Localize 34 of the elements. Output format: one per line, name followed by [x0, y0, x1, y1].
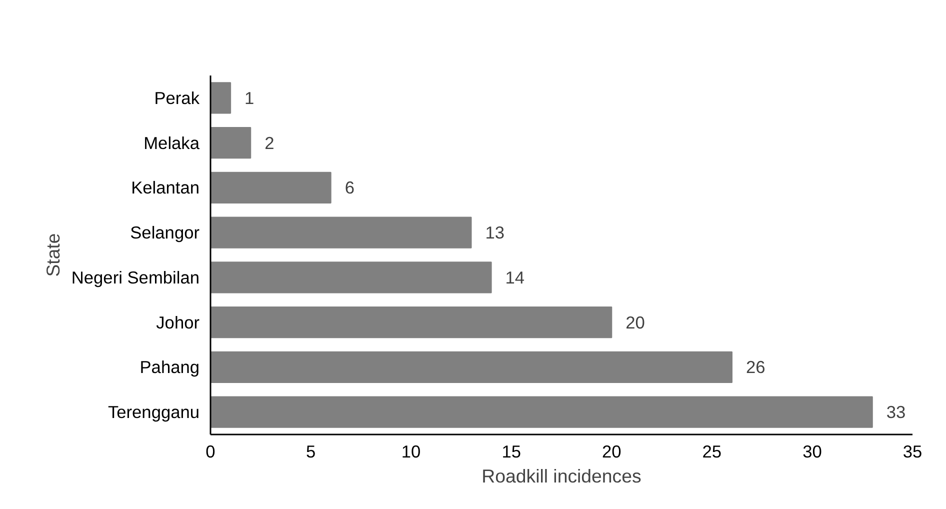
y-tick-label: Johor	[156, 312, 200, 332]
data-label: 1	[244, 88, 254, 108]
data-label: 26	[746, 357, 766, 378]
data-label: 6	[344, 178, 354, 198]
data-label: 20	[626, 312, 645, 332]
y-tick-label: Melaka	[144, 132, 200, 153]
x-tick-label: 15	[502, 442, 521, 462]
x-tick-label: 35	[902, 442, 922, 462]
y-tick-label: Selangor	[130, 222, 200, 243]
y-axis-title: State	[42, 233, 64, 277]
bar	[210, 396, 873, 428]
y-tick-label: Terengganu	[108, 402, 200, 422]
bar	[210, 82, 232, 114]
x-tick-label: 25	[702, 442, 722, 462]
y-tick-label: Negeri Sembilan	[71, 267, 200, 288]
bar	[210, 306, 612, 338]
bar	[210, 172, 332, 204]
x-tick-label: 5	[306, 442, 316, 462]
data-label: 2	[264, 132, 274, 153]
bar	[210, 262, 492, 294]
data-label: 14	[505, 267, 525, 288]
y-tick-label: Perak	[154, 88, 200, 108]
x-axis-title: Roadkill incidences	[482, 466, 642, 486]
x-tick-label: 0	[206, 442, 216, 462]
bar	[210, 216, 472, 248]
y-tick-label: Pahang	[140, 357, 200, 378]
y-tick-label: Kelantan	[131, 178, 200, 198]
x-tick-label: 30	[802, 442, 822, 462]
bar	[210, 351, 732, 383]
data-label: 33	[886, 402, 906, 422]
bar	[210, 127, 252, 159]
x-tick-label: 10	[401, 442, 421, 462]
x-tick-label: 20	[602, 442, 622, 462]
data-label: 13	[485, 222, 505, 243]
